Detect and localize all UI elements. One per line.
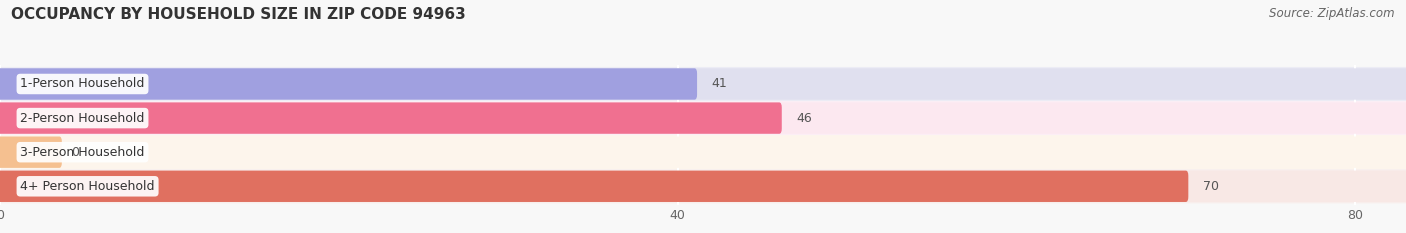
Text: 46: 46 [796,112,811,125]
Text: 2-Person Household: 2-Person Household [20,112,145,125]
FancyBboxPatch shape [0,137,1406,168]
FancyBboxPatch shape [0,171,1406,202]
FancyBboxPatch shape [0,137,62,168]
Text: 41: 41 [711,78,727,90]
FancyBboxPatch shape [0,169,1406,203]
Text: Source: ZipAtlas.com: Source: ZipAtlas.com [1270,7,1395,20]
Text: 3-Person Household: 3-Person Household [20,146,145,159]
Text: 1-Person Household: 1-Person Household [20,78,145,90]
Text: 0: 0 [72,146,79,159]
FancyBboxPatch shape [0,101,1406,135]
FancyBboxPatch shape [0,171,1188,202]
FancyBboxPatch shape [0,68,697,100]
Text: 70: 70 [1202,180,1219,193]
FancyBboxPatch shape [0,67,1406,101]
FancyBboxPatch shape [0,135,1406,169]
FancyBboxPatch shape [0,103,1406,134]
FancyBboxPatch shape [0,68,1406,100]
FancyBboxPatch shape [0,103,782,134]
Text: OCCUPANCY BY HOUSEHOLD SIZE IN ZIP CODE 94963: OCCUPANCY BY HOUSEHOLD SIZE IN ZIP CODE … [11,7,465,22]
Text: 4+ Person Household: 4+ Person Household [20,180,155,193]
